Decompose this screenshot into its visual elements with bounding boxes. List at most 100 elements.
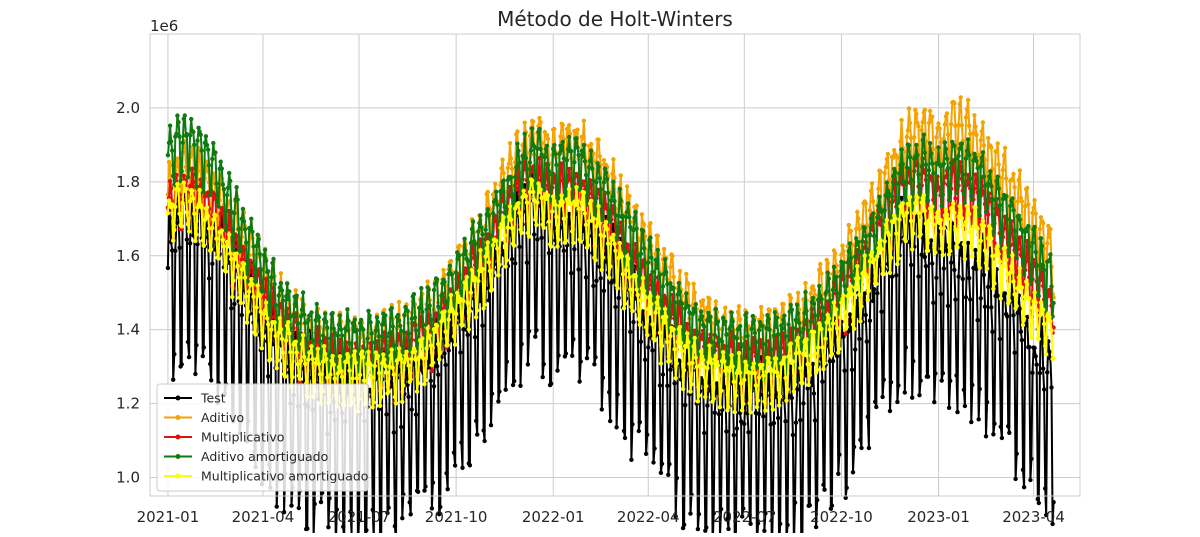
data-point <box>1004 194 1008 198</box>
data-point <box>932 245 936 249</box>
data-point <box>825 320 829 324</box>
data-point <box>399 425 403 429</box>
data-point <box>436 342 440 346</box>
data-point <box>436 304 440 308</box>
data-point <box>680 349 684 353</box>
data-point <box>1042 322 1046 326</box>
data-point <box>570 354 574 358</box>
data-point <box>1015 256 1019 260</box>
data-point <box>1020 338 1024 342</box>
legend-marker <box>176 474 181 479</box>
data-point <box>570 229 574 233</box>
data-point <box>300 308 304 312</box>
data-point <box>936 121 940 125</box>
data-point <box>648 221 652 225</box>
data-point <box>191 180 195 184</box>
data-point <box>809 353 813 357</box>
data-point <box>798 418 802 422</box>
data-point <box>512 379 516 383</box>
data-point <box>491 243 495 247</box>
data-point <box>417 355 421 359</box>
data-point <box>742 342 746 346</box>
data-point <box>991 432 995 436</box>
data-point <box>1012 229 1016 233</box>
data-point <box>286 297 290 301</box>
data-point <box>991 287 995 291</box>
data-point <box>534 223 538 227</box>
data-point <box>593 258 597 262</box>
data-point <box>783 419 787 423</box>
data-point <box>909 263 913 267</box>
data-point <box>509 156 513 160</box>
data-point <box>1032 346 1036 350</box>
data-point <box>863 226 867 230</box>
data-point <box>661 284 665 288</box>
data-point <box>490 287 494 291</box>
data-point <box>583 159 587 163</box>
data-point <box>804 309 808 313</box>
data-point <box>1037 337 1041 341</box>
data-point <box>1025 186 1029 190</box>
data-point <box>430 369 434 373</box>
data-point <box>718 405 722 409</box>
data-point <box>538 147 542 151</box>
data-point <box>537 127 541 131</box>
data-point <box>831 321 835 325</box>
data-point <box>621 272 625 276</box>
data-point <box>1049 284 1053 288</box>
data-point <box>940 204 944 208</box>
data-point <box>543 155 547 159</box>
data-point <box>634 287 638 291</box>
data-point <box>584 275 588 279</box>
data-point <box>890 275 894 279</box>
data-point <box>872 234 876 238</box>
data-point <box>894 231 898 235</box>
data-point <box>831 288 835 292</box>
data-point <box>684 345 688 349</box>
data-point <box>295 294 299 298</box>
data-point <box>989 184 993 188</box>
data-point <box>567 123 571 127</box>
data-point <box>510 192 514 196</box>
data-point <box>985 400 989 404</box>
chart-title: Método de Holt-Winters <box>497 7 733 31</box>
data-point <box>264 300 268 304</box>
data-point <box>499 166 503 170</box>
data-point <box>939 292 943 296</box>
data-point <box>815 498 819 502</box>
data-point <box>581 136 585 140</box>
data-point <box>894 182 898 186</box>
data-point <box>420 310 424 314</box>
data-point <box>612 176 616 180</box>
data-point <box>817 321 821 325</box>
data-point <box>626 201 630 205</box>
data-point <box>377 371 381 375</box>
data-point <box>1032 290 1036 294</box>
data-point <box>883 239 887 243</box>
data-point <box>1022 317 1026 321</box>
data-point <box>354 361 358 365</box>
data-point <box>959 95 963 99</box>
data-point <box>913 108 917 112</box>
data-point <box>601 376 605 380</box>
data-point <box>746 430 750 434</box>
data-point <box>949 122 953 126</box>
data-point <box>460 466 464 470</box>
data-point <box>242 262 246 266</box>
data-point <box>599 187 603 191</box>
data-point <box>206 148 210 152</box>
data-point <box>536 181 540 185</box>
data-point <box>261 289 265 293</box>
data-point <box>535 200 539 204</box>
data-point <box>946 166 950 170</box>
data-point <box>418 306 422 310</box>
data-point <box>533 335 537 339</box>
data-point <box>677 281 681 285</box>
data-point <box>530 178 534 182</box>
data-point <box>294 288 298 292</box>
data-point <box>859 304 863 308</box>
data-point <box>979 138 983 142</box>
data-point <box>193 239 197 243</box>
data-point <box>1021 260 1025 264</box>
